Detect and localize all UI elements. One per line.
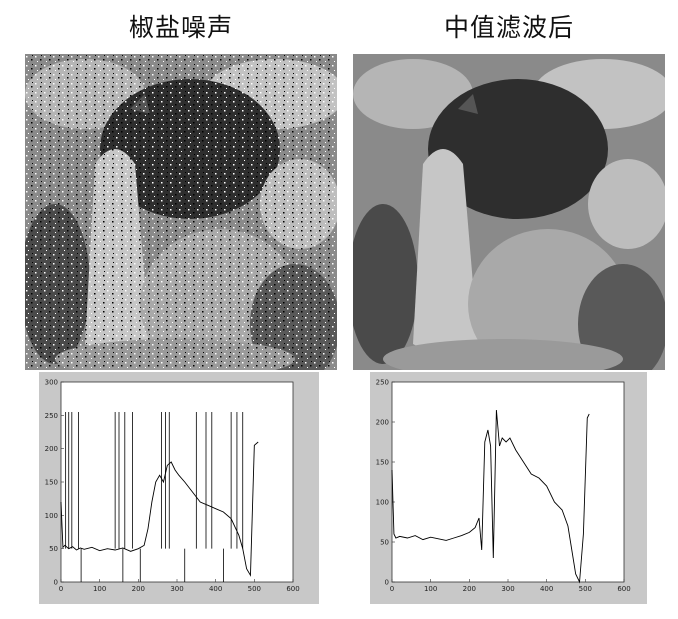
x-tick-label: 300 bbox=[501, 585, 514, 593]
x-tick-label: 100 bbox=[93, 585, 106, 593]
y-tick-label: 150 bbox=[376, 459, 389, 467]
x-tick-label: 500 bbox=[248, 585, 261, 593]
y-tick-label: 200 bbox=[45, 445, 58, 453]
y-tick-label: 100 bbox=[45, 512, 58, 520]
y-tick-label: 250 bbox=[376, 379, 389, 387]
noisy-profile-plot: 0 100 200 300 400 500 600 0 50 100 150 200 250 300 bbox=[45, 379, 300, 594]
x-tick-label: 200 bbox=[132, 585, 145, 593]
x-tick-label: 0 bbox=[390, 585, 394, 593]
y-tick-label: 0 bbox=[385, 579, 389, 587]
x-tick-label: 600 bbox=[617, 585, 630, 593]
noisy-peppers-graphic bbox=[25, 54, 337, 370]
x-tick-label: 200 bbox=[463, 585, 476, 593]
filtered-peppers-graphic bbox=[353, 54, 665, 370]
filtered-profile-plot: 0 100 200 300 400 500 600 0 50 100 150 200 250 bbox=[376, 379, 631, 594]
filtered-peppers-image bbox=[353, 54, 665, 370]
y-tick-label: 150 bbox=[45, 479, 58, 487]
y-tick-label: 250 bbox=[45, 412, 58, 420]
y-tick-label: 0 bbox=[54, 579, 58, 587]
noisy-image-title: 椒盐噪声 bbox=[128, 13, 233, 42]
y-tick-label: 50 bbox=[380, 539, 389, 547]
y-tick-label: 100 bbox=[376, 499, 389, 507]
filtered-profile-plot-panel: 0 100 200 300 400 500 600 0 50 100 150 200 250 bbox=[370, 372, 647, 604]
y-tick-label: 50 bbox=[49, 545, 58, 553]
noisy-profile-plot-panel: 0 100 200 300 400 500 600 0 50 100 150 200 250 300 bbox=[39, 372, 319, 604]
x-tick-label: 500 bbox=[579, 585, 592, 593]
noisy-peppers-image bbox=[25, 54, 337, 370]
y-tick-label: 300 bbox=[45, 379, 58, 387]
plot-area bbox=[391, 381, 625, 583]
series-line bbox=[60, 441, 259, 577]
x-tick-label: 400 bbox=[540, 585, 553, 593]
filtered-image-title: 中值滤波后 bbox=[443, 13, 574, 42]
x-tick-label: 600 bbox=[286, 585, 299, 593]
y-tick-label: 200 bbox=[376, 419, 389, 427]
x-tick-label: 400 bbox=[209, 585, 222, 593]
series-line bbox=[391, 409, 590, 584]
x-tick-label: 300 bbox=[170, 585, 183, 593]
x-tick-label: 0 bbox=[59, 585, 63, 593]
plot-area bbox=[60, 381, 294, 583]
x-tick-label: 100 bbox=[424, 585, 437, 593]
